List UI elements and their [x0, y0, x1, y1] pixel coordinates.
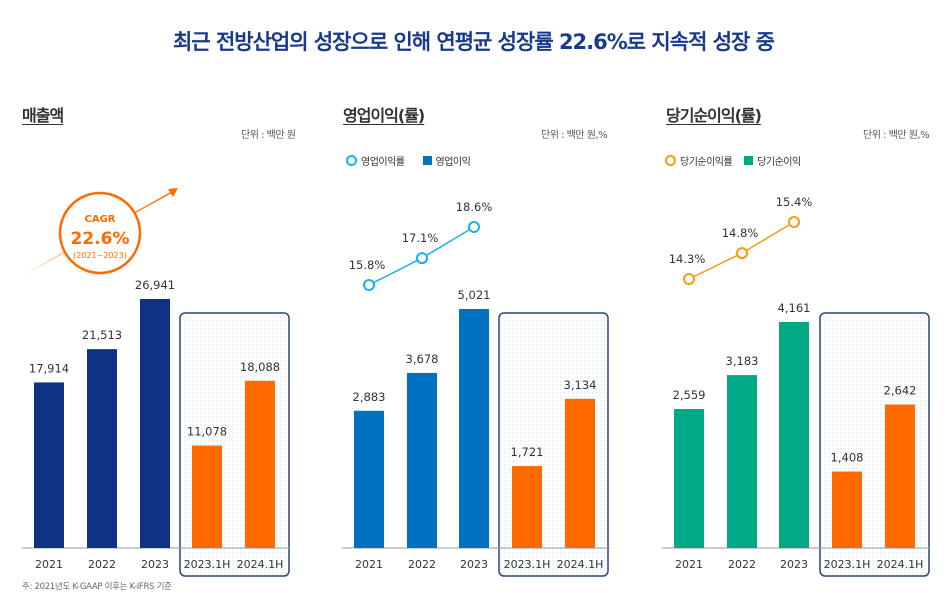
bar-2023.1H [832, 471, 862, 548]
bar-2023 [140, 299, 170, 548]
rate-point [363, 279, 375, 291]
legend-bar-label: 영업이익 [435, 157, 471, 168]
data-label: 3,183 [726, 354, 759, 368]
op-profit-legend: 영업이익률 영업이익 [346, 153, 471, 168]
rate-point [683, 273, 695, 285]
x-tick-label: 2023 [780, 558, 808, 571]
data-label: 11,078 [187, 425, 227, 439]
x-tick-label: 2023.1H [504, 558, 551, 571]
data-label: 3,134 [564, 378, 597, 392]
x-tick-label: 2023 [141, 558, 169, 571]
rate-label: 15.8% [349, 258, 386, 272]
arrow-head-icon [168, 188, 178, 197]
bar-2021 [34, 382, 64, 548]
data-label: 1,721 [511, 445, 544, 459]
revenue-unit: 단위 : 백만 원 [241, 130, 296, 141]
bar-2023 [779, 322, 809, 548]
x-tick-label: 2022 [408, 558, 436, 571]
bar-2022 [407, 372, 437, 548]
bar-2022 [727, 375, 757, 548]
chart-panel-1: 2,883 2021 3,678 2022 5,021 2023 1,721 2023.1H 3… [342, 200, 610, 577]
rate-label: 18.6% [456, 200, 493, 214]
bar-2024.1H [245, 380, 275, 548]
footnote: 주: 2021년도 K-GAAP 이후는 K-IFRS 기준 [22, 582, 172, 592]
x-tick-label: 2024.1H [557, 558, 604, 571]
net-profit-legend: 당기순이익률 당기순이익 [665, 153, 801, 168]
rate-label: 14.8% [722, 226, 759, 240]
x-tick-label: 2023.1H [184, 558, 231, 571]
legend-circle-icon [665, 155, 676, 166]
legend-circle-icon [346, 155, 357, 166]
cagr-circle [58, 191, 142, 275]
op-profit-title: 영업이익(률) [343, 106, 425, 125]
data-label: 21,513 [82, 328, 122, 342]
cagr-period: (2021~2023) [73, 251, 127, 260]
bar-2023 [459, 309, 489, 548]
legend-line-label: 당기순이익률 [680, 157, 733, 168]
bar-2022 [87, 349, 117, 548]
legend-square-icon [744, 156, 754, 165]
bar-2024.1H [885, 404, 915, 548]
x-tick-label: 2021 [35, 558, 63, 571]
data-label: 3,678 [406, 352, 439, 366]
cagr-label: CAGR [85, 214, 116, 225]
x-tick-label: 2024.1H [237, 558, 284, 571]
data-label: 4,161 [778, 301, 811, 315]
bar-2021 [674, 409, 704, 548]
rate-point [416, 252, 428, 265]
rate-point [788, 216, 800, 229]
data-label: 1,408 [831, 451, 864, 465]
legend-square-icon [422, 156, 432, 165]
chart-panel-2: 2,559 2021 3,183 2022 4,161 2023 1,408 2023.1H 2… [662, 195, 930, 577]
rate-label: 15.4% [776, 195, 813, 209]
data-label: 5,021 [458, 288, 491, 302]
bar-2023.1H [512, 466, 542, 548]
revenue-title: 매출액 [22, 106, 64, 125]
cagr-value: 22.6% [71, 229, 130, 249]
x-tick-label: 2024.1H [877, 558, 924, 571]
cagr-badge: CAGR 22.6% (2021~2023) [21, 188, 178, 277]
data-label: 2,883 [353, 390, 386, 404]
data-label: 2,642 [884, 384, 917, 398]
data-label: 17,914 [29, 361, 69, 375]
x-tick-label: 2021 [355, 558, 383, 571]
net-profit-title: 당기순이익(률) [666, 106, 762, 125]
chart-panel-0: 17,914 2021 21,513 2022 26,941 2023 11,078 2023… [22, 278, 290, 577]
bar-2024.1H [565, 398, 595, 548]
bar-2021 [354, 410, 384, 548]
net-profit-unit: 단위 : 백만 원,% [863, 130, 930, 141]
x-tick-label: 2022 [728, 558, 756, 571]
data-label: 2,559 [673, 388, 706, 402]
rate-point [468, 221, 480, 234]
x-tick-label: 2023.1H [824, 558, 871, 571]
x-tick-label: 2023 [460, 558, 488, 571]
bar-2023.1H [192, 445, 222, 548]
x-tick-label: 2021 [675, 558, 703, 571]
rate-label: 14.3% [669, 252, 706, 266]
x-tick-label: 2022 [88, 558, 116, 571]
legend-bar-label: 당기순이익 [757, 157, 801, 168]
headline: 최근 전방산업의 성장으로 인해 연평균 성장률 22.6%로 지속적 성장 중 [173, 30, 775, 54]
data-label: 18,088 [240, 360, 280, 374]
legend-line-label: 영업이익률 [361, 157, 405, 168]
rate-point [736, 247, 748, 260]
rate-label: 17.1% [402, 231, 439, 245]
op-profit-unit: 단위 : 백만 원,% [541, 130, 608, 141]
data-label: 26,941 [135, 278, 175, 292]
